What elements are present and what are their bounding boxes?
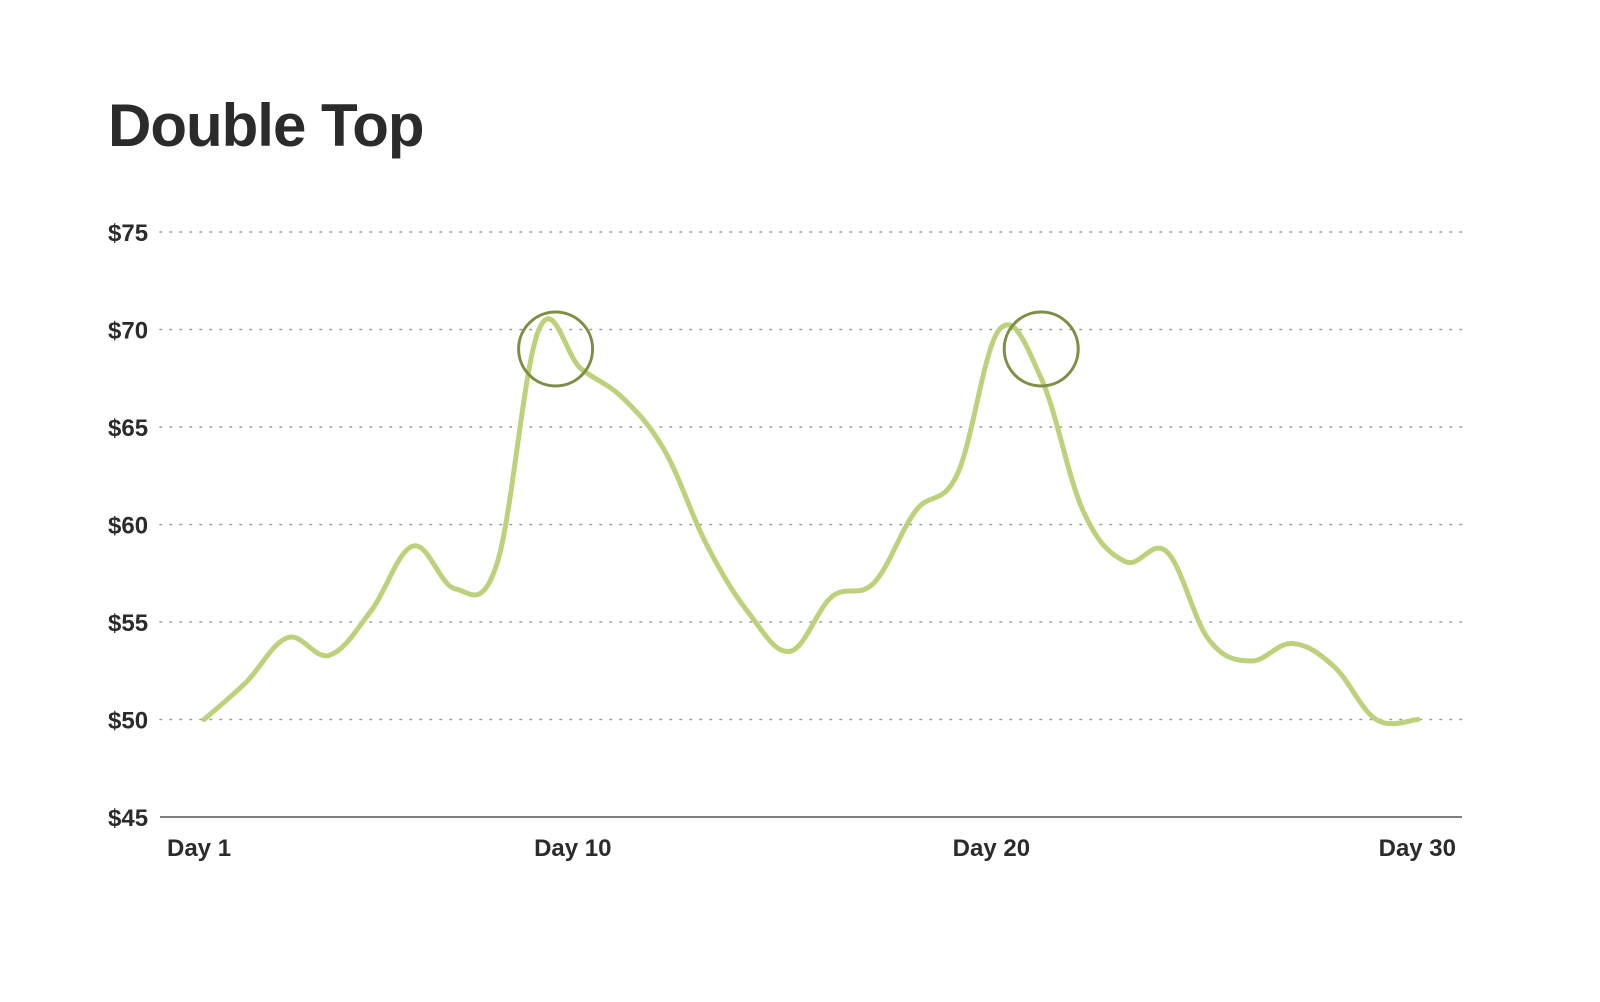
y-tick-label: $55: [108, 610, 148, 637]
series-lines: [201, 316, 1421, 727]
x-tick-label: Day 20: [953, 835, 1030, 862]
y-tick-label: $50: [108, 708, 148, 735]
y-tick-label: $75: [108, 220, 148, 247]
gridlines: [159, 231, 1463, 721]
peak-highlight-circle: [517, 310, 595, 388]
peak-highlight-circle: [1002, 310, 1080, 388]
x-tick-label: Day 30: [1379, 835, 1456, 862]
chart-title: Double Top: [108, 92, 424, 159]
y-tick-label: $60: [108, 513, 148, 540]
y-tick-label: $70: [108, 318, 148, 345]
x-tick-label: Day 10: [534, 835, 611, 862]
x-axis-tick-labels: Day 1 Day 10 Day 20 Day 30: [167, 835, 1456, 862]
y-tick-label: $45: [108, 805, 148, 832]
peak-highlights: [517, 310, 1080, 388]
y-tick-label: $65: [108, 415, 148, 442]
series-line-0: [201, 316, 1421, 727]
y-axis-tick-labels: $45 $50 $55 $60 $65 $70 $75: [108, 220, 148, 832]
x-tick-label: Day 1: [167, 835, 231, 862]
